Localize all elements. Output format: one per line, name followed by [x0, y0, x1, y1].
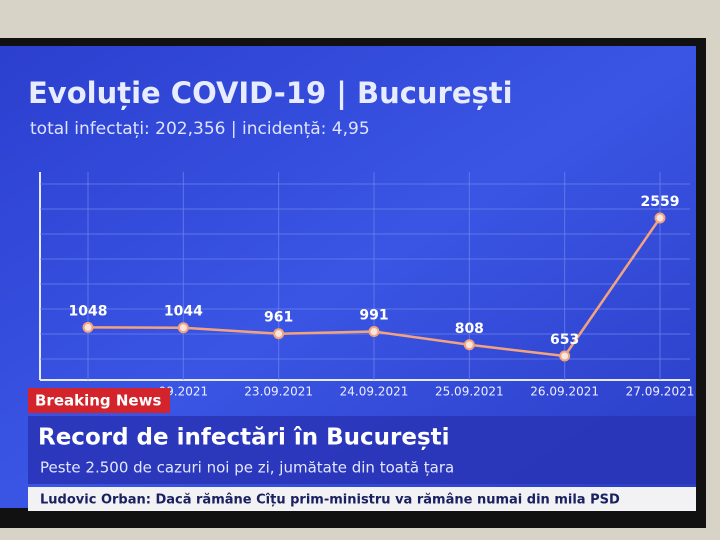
- data-label: 653: [550, 332, 579, 348]
- ticker-box: [28, 487, 696, 511]
- chart-title: Evoluție COVID-19 | București: [28, 76, 513, 110]
- subheadline: Peste 2.500 de cazuri noi pe zi, jumătat…: [40, 459, 454, 477]
- x-tick-label: 24.09.2021: [340, 385, 409, 399]
- point: [368, 326, 380, 338]
- x-tick-label: 25.09.2021: [435, 385, 504, 399]
- x-tick-label: 27.09.2021: [626, 385, 695, 399]
- point: [654, 212, 666, 224]
- data-label: 961: [264, 310, 293, 326]
- data-label: 808: [455, 321, 484, 337]
- chart-subtitle: total infectați: 202,356 | incidență: 4,…: [30, 119, 370, 139]
- point: [559, 350, 571, 362]
- x-tick-label: 23.09.2021: [244, 385, 313, 399]
- breaking-label-box: [28, 388, 170, 413]
- point: [273, 328, 285, 340]
- x-tick-label: 26.09.2021: [530, 385, 599, 399]
- data-label: 1044: [164, 304, 203, 320]
- point: [463, 339, 475, 351]
- point: [82, 321, 94, 333]
- data-label: 991: [359, 308, 388, 324]
- x-tick-label: 09.2021: [159, 385, 209, 399]
- ticker: Ludovic Orban: Dacă rămâne Cîțu prim-min…: [40, 493, 620, 508]
- plot: 1048 1044 09.2021 961 23.09.2021 991 24.09.202…: [40, 172, 694, 399]
- headline-box: [28, 416, 696, 484]
- data-label: 2559: [641, 194, 680, 210]
- headline: Record de infectări în București: [38, 425, 450, 451]
- data-label: 1048: [69, 303, 108, 319]
- breaking-label: Breaking News: [35, 392, 161, 410]
- point: [177, 322, 189, 334]
